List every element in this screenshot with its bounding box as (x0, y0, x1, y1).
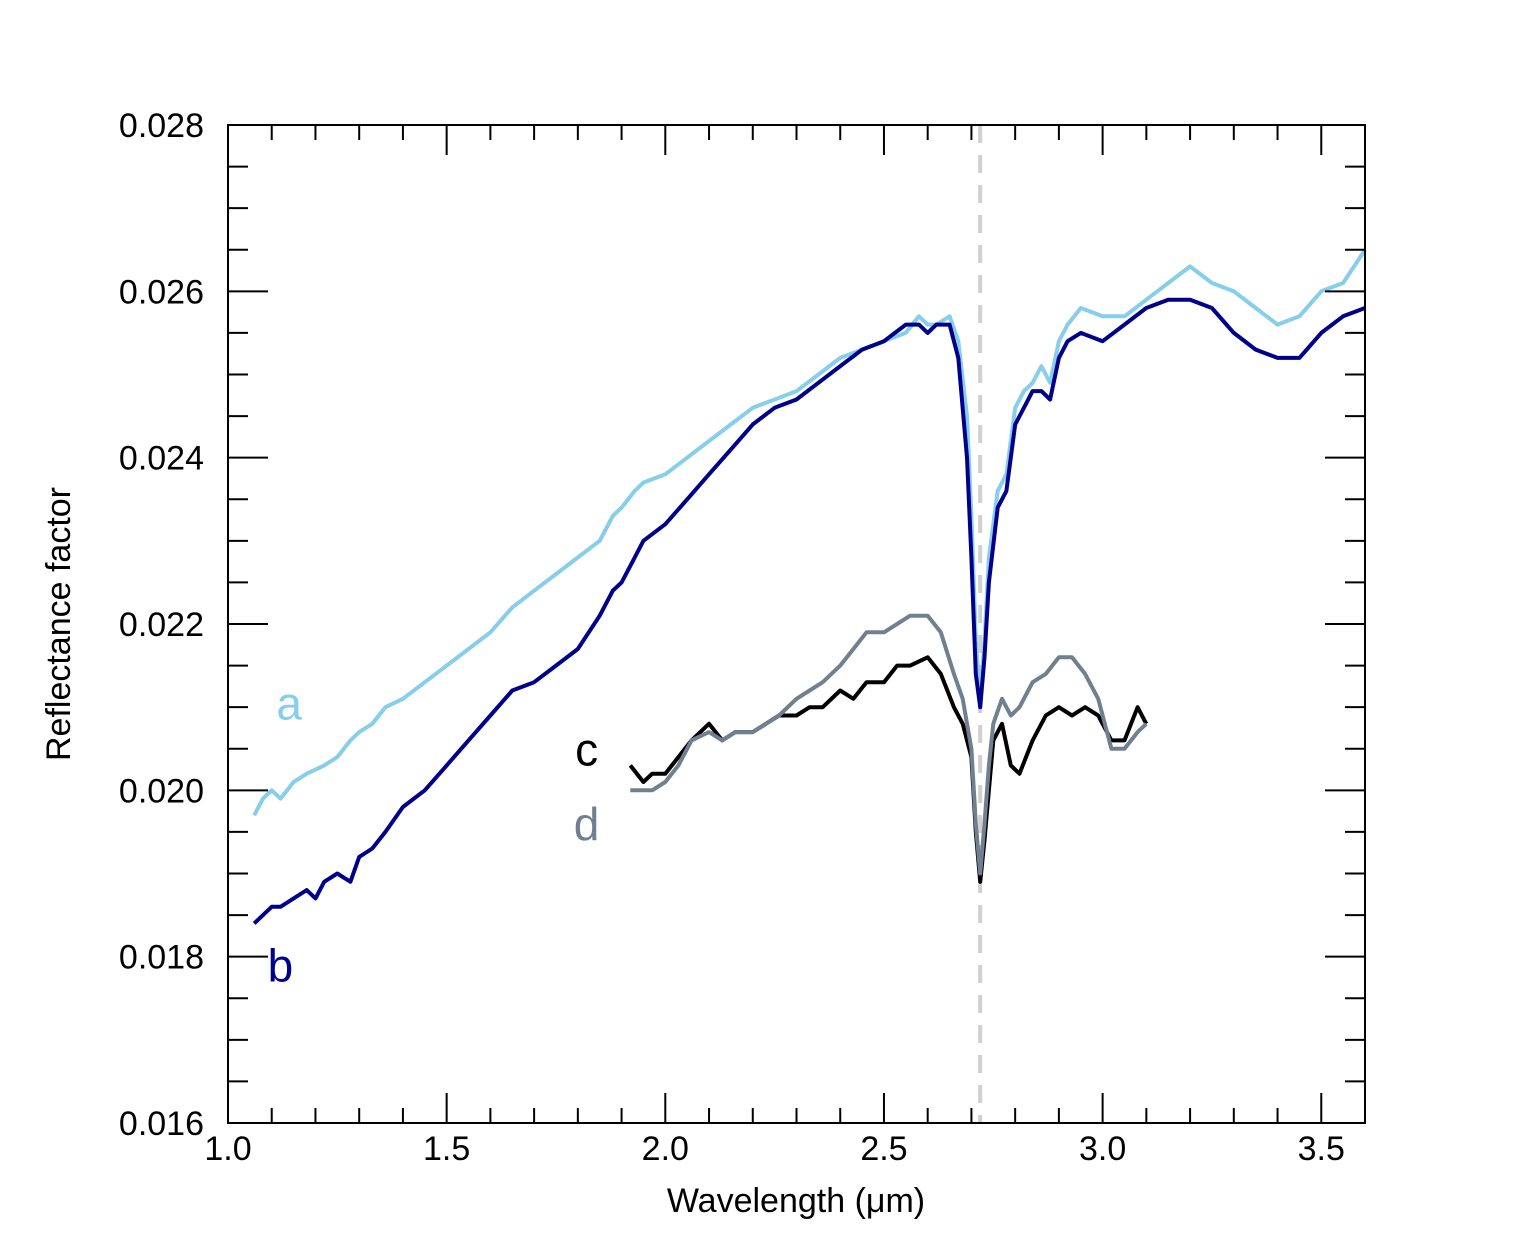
y-tick-label: 0.024 (119, 440, 204, 478)
x-tick-label: 2.0 (642, 1130, 689, 1168)
series-line-c (628, 655, 1149, 884)
x-tick-label: 1.5 (423, 1130, 470, 1168)
y-tick-label: 0.020 (119, 772, 204, 810)
x-tick-label: 1.0 (204, 1130, 251, 1168)
plot-frame (227, 124, 1366, 1124)
series-label-d: d (574, 798, 600, 850)
series-line-a (252, 248, 1367, 817)
y-tick-label: 0.016 (119, 1105, 204, 1143)
y-tick-label: 0.026 (119, 273, 204, 311)
series-label-b: b (268, 940, 294, 992)
series-label-c: c (575, 723, 598, 775)
tick-labels-layer: 1.0 1.5 2.0 2.5 3.0 3.5 0.016 0.018 0.020 0.022 0.… (119, 107, 1345, 1168)
y-axis-label: Reflectance factor (40, 487, 78, 761)
series-layer (252, 248, 1367, 925)
y-tick-label: 0.022 (119, 606, 204, 644)
series-labels-layer: a b cd (268, 678, 600, 992)
y-tick-label: 0.018 (119, 939, 204, 977)
y-tick-label: 0.028 (119, 107, 204, 145)
ticks-layer (227, 124, 1366, 1124)
x-tick-label: 3.5 (1298, 1130, 1345, 1168)
series-line-b (252, 297, 1366, 925)
series-label-a: a (276, 678, 302, 730)
x-tick-label: 2.5 (860, 1130, 907, 1168)
x-axis-label: Wavelength (μm) (667, 1182, 925, 1220)
x-tick-label: 3.0 (1079, 1130, 1126, 1168)
series-line-d (630, 613, 1148, 876)
